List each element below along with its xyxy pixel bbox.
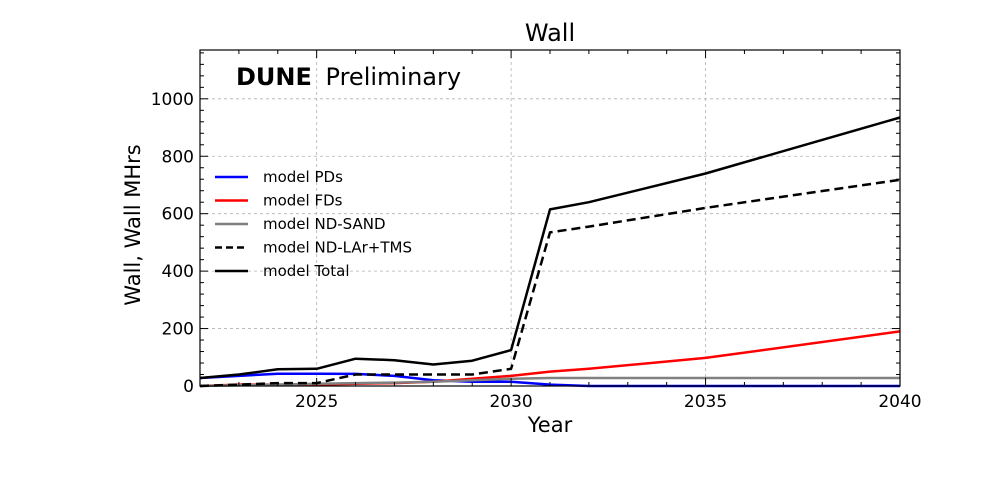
tick-labels: 2025 2030 2035 2040 0 200 400 600 800 1000 (151, 90, 922, 412)
chart-title: Wall (525, 19, 575, 47)
y-tick-label: 600 (162, 205, 194, 225)
y-axis-label: Wall, Wall MHrs (121, 144, 145, 305)
legend-label: model ND-SAND (263, 215, 386, 233)
x-axis-label: Year (527, 413, 573, 437)
x-tick-label: 2035 (684, 392, 727, 412)
y-tick-label: 0 (183, 377, 194, 397)
legend-label: model ND-LAr+TMS (263, 239, 412, 257)
legend-label: model FDs (263, 192, 343, 210)
legend-label: model PDs (263, 168, 343, 186)
x-tick-label: 2040 (878, 392, 921, 412)
dune-label: DUNE (236, 63, 312, 91)
x-tick-label: 2025 (295, 392, 338, 412)
y-tick-label: 800 (162, 147, 194, 167)
y-tick-label: 1000 (151, 90, 194, 110)
ticks (199, 50, 901, 387)
y-tick-label: 400 (162, 262, 194, 282)
legend: model PDs model FDs model ND-SAND model ND-… (215, 168, 412, 280)
series-line-model-total (199, 116, 901, 380)
dune-preliminary-annotation: DUNE Preliminary (236, 63, 461, 91)
legend-label: model Total (263, 262, 350, 280)
x-tick-label: 2030 (489, 392, 532, 412)
preliminary-label: Preliminary (326, 63, 462, 91)
y-tick-label: 200 (162, 320, 194, 340)
